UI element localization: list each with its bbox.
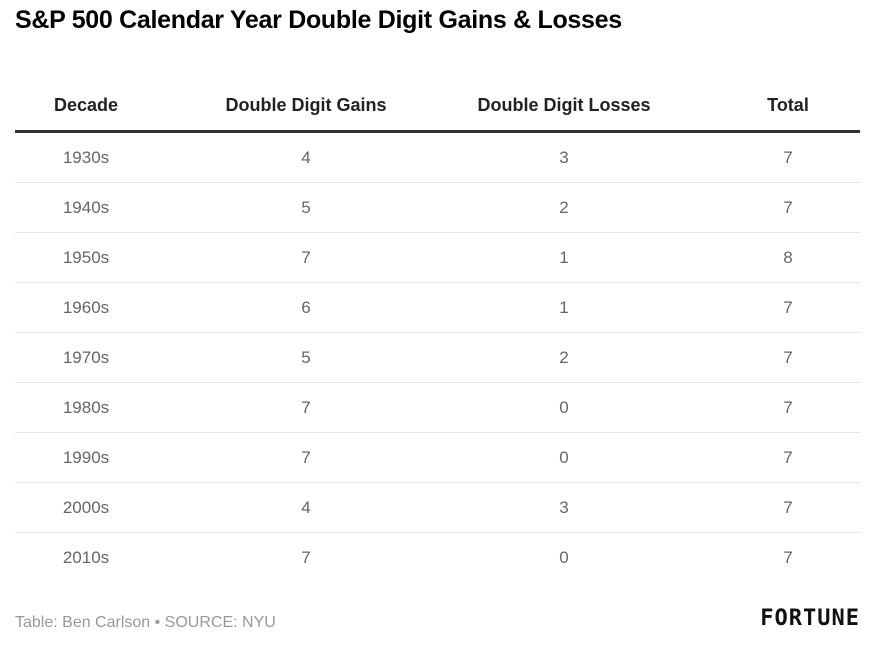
decade-cell: 1960s (62, 298, 110, 317)
gains-cell: 7 (301, 548, 311, 567)
losses-cell: 3 (559, 148, 569, 167)
decade-cell: 2000s (62, 498, 110, 517)
total-cell: 7 (783, 398, 793, 417)
page-title: S&P 500 Calendar Year Double Digit Gains… (15, 6, 622, 34)
decade-cell: 1930s (62, 148, 110, 167)
decade-cell: 1980s (62, 398, 110, 417)
losses-cell: 2 (559, 348, 569, 367)
losses-cell: 0 (559, 398, 569, 417)
total-cell: 7 (783, 348, 793, 367)
total-cell: 8 (783, 248, 793, 267)
gains-cell: 5 (301, 348, 311, 367)
table-row: 1980s 7 0 7 (15, 383, 860, 433)
column-header-total: Total (767, 95, 809, 115)
total-cell: 7 (783, 548, 793, 567)
decade-cell: 1940s (62, 198, 110, 217)
fortune-logo: FORTUNE (760, 606, 860, 631)
losses-cell: 0 (559, 548, 569, 567)
total-cell: 7 (783, 448, 793, 467)
gains-cell: 6 (301, 298, 311, 317)
table-row: 2010s 7 0 7 (15, 533, 860, 582)
column-header-gains: Double Digit Gains (225, 95, 387, 115)
losses-cell: 1 (559, 248, 569, 267)
losses-cell: 0 (559, 448, 569, 467)
table-row: 1970s 5 2 7 (15, 333, 860, 383)
losses-cell: 3 (559, 498, 569, 517)
decade-cell: 2010s (62, 548, 110, 567)
total-cell: 7 (783, 198, 793, 217)
column-header-losses: Double Digit Losses (477, 95, 651, 115)
gains-cell: 7 (301, 248, 311, 267)
decade-cell: 1990s (62, 448, 110, 467)
total-cell: 7 (783, 298, 793, 317)
decade-cell: 1950s (62, 248, 110, 267)
table-row: 1990s 7 0 7 (15, 433, 860, 483)
source-credit: Table: Ben Carlson • SOURCE: NYU (15, 614, 276, 631)
column-header-decade: Decade (53, 95, 119, 115)
decade-cell: 1970s (62, 348, 110, 367)
gains-cell: 5 (301, 198, 311, 217)
losses-cell: 1 (559, 298, 569, 317)
total-cell: 7 (783, 498, 793, 517)
table-body: 1930s 4 3 7 1940s 5 2 7 1950s 7 1 8 1960s 6 1 7 1970s 5 2 7… (15, 133, 860, 582)
table-row: 2000s 4 3 7 (15, 483, 860, 533)
total-cell: 7 (783, 148, 793, 167)
data-table: Decade Double Digit Gains Double Digit L… (15, 80, 860, 582)
table-header: Decade Double Digit Gains Double Digit L… (15, 80, 860, 133)
table-row: 1930s 4 3 7 (15, 133, 860, 183)
table-row: 1960s 6 1 7 (15, 283, 860, 333)
gains-cell: 7 (301, 448, 311, 467)
losses-cell: 2 (559, 198, 569, 217)
gains-cell: 7 (301, 398, 311, 417)
gains-cell: 4 (301, 498, 311, 517)
table-row: 1950s 7 1 8 (15, 233, 860, 283)
gains-cell: 4 (301, 148, 311, 167)
table-row: 1940s 5 2 7 (15, 183, 860, 233)
